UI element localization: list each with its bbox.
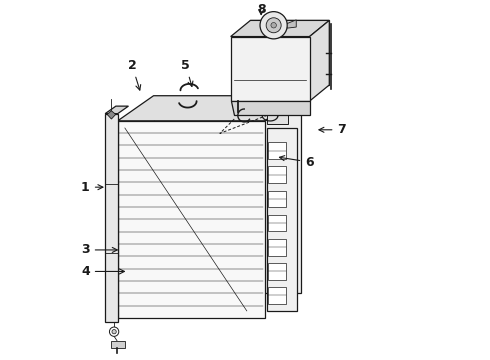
Text: 6: 6: [279, 156, 314, 168]
Text: 2: 2: [128, 59, 141, 90]
Polygon shape: [267, 128, 297, 311]
Circle shape: [271, 23, 276, 28]
Polygon shape: [250, 21, 329, 85]
Polygon shape: [153, 96, 300, 293]
Polygon shape: [310, 21, 329, 101]
Polygon shape: [231, 21, 329, 37]
Text: 1: 1: [81, 181, 103, 194]
Polygon shape: [118, 121, 265, 318]
Polygon shape: [105, 114, 118, 321]
Text: 3: 3: [81, 243, 117, 256]
Text: 5: 5: [181, 59, 193, 86]
Polygon shape: [118, 96, 300, 121]
Polygon shape: [231, 101, 310, 116]
Bar: [269, 239, 286, 256]
Text: 8: 8: [257, 3, 266, 16]
Text: 4: 4: [81, 265, 124, 278]
Polygon shape: [231, 37, 310, 101]
Bar: [269, 190, 286, 207]
Bar: [269, 263, 286, 280]
Polygon shape: [105, 106, 128, 114]
Bar: [269, 166, 286, 183]
Polygon shape: [107, 111, 116, 119]
Polygon shape: [287, 20, 296, 28]
Text: 7: 7: [319, 123, 346, 136]
Circle shape: [266, 18, 281, 33]
Bar: [269, 215, 286, 231]
Bar: [269, 287, 286, 304]
Circle shape: [260, 12, 287, 39]
Polygon shape: [111, 341, 125, 348]
Circle shape: [109, 327, 119, 336]
Bar: [269, 143, 286, 159]
Circle shape: [112, 329, 116, 334]
Polygon shape: [267, 110, 288, 125]
